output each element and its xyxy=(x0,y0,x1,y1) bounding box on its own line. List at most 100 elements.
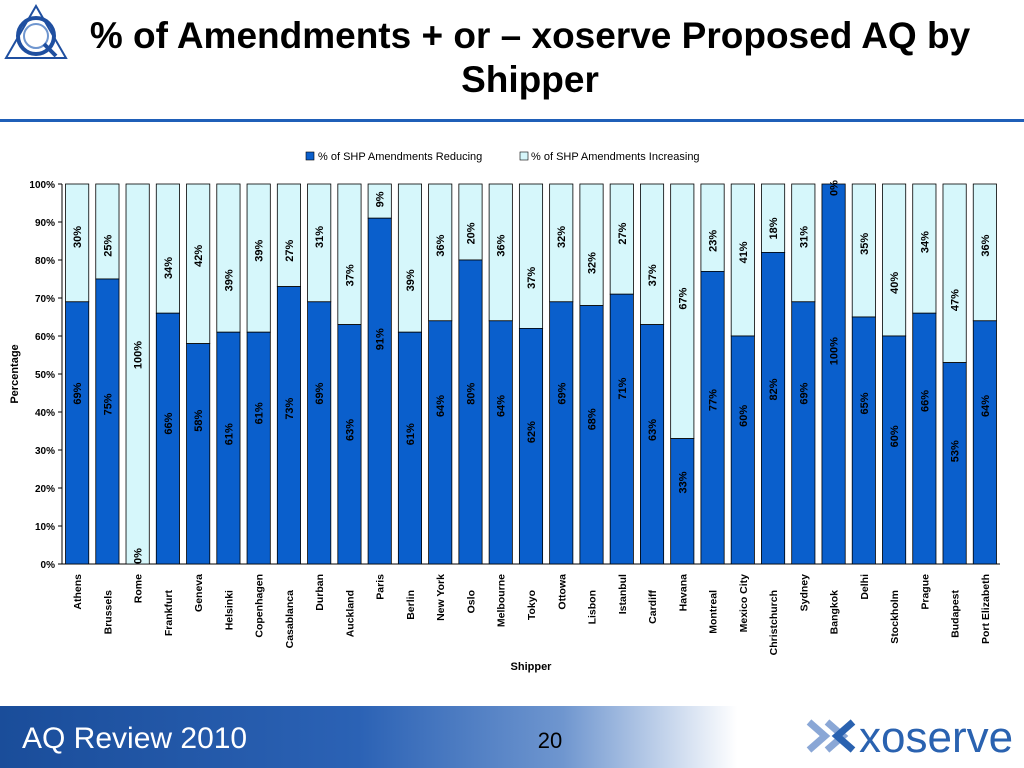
data-label-reducing-2: 0% xyxy=(133,548,145,564)
bar-reducing-4 xyxy=(186,343,211,565)
data-label-reducing-11: 61% xyxy=(405,423,417,445)
data-label-increasing-18: 27% xyxy=(617,222,629,244)
x-tick-label-9: Auckland xyxy=(344,590,356,637)
x-tick-label-19: Cardiff xyxy=(647,590,659,624)
data-label-increasing-24: 31% xyxy=(798,226,810,248)
bar-reducing-10 xyxy=(367,217,392,565)
data-label-reducing-16: 69% xyxy=(556,382,568,404)
x-tick-label-20: Havana xyxy=(677,574,689,612)
x-tick-label-18: Istanbul xyxy=(617,574,629,614)
bar-reducing-3 xyxy=(155,312,180,565)
x-tick-label-0: Athens xyxy=(72,574,84,610)
y-tick-label: 50% xyxy=(35,370,55,381)
bar-reducing-7 xyxy=(276,286,301,565)
bar-increasing-20 xyxy=(670,183,695,440)
data-label-increasing-0: 30% xyxy=(72,226,84,248)
x-tick-label-12: New York xyxy=(435,574,447,621)
bar-increasing-29 xyxy=(942,183,967,364)
data-label-reducing-24: 69% xyxy=(798,382,810,404)
x-tick-label-6: Copenhagen xyxy=(254,574,266,638)
data-label-increasing-22: 41% xyxy=(738,241,750,263)
bar-reducing-24 xyxy=(791,301,816,565)
y-tick-label: 90% xyxy=(35,218,55,229)
bar-reducing-16 xyxy=(549,301,574,565)
bar-increasing-3 xyxy=(155,183,180,314)
x-tick-label-15: Tokyo xyxy=(526,590,538,620)
bar-reducing-30 xyxy=(972,320,997,565)
data-label-increasing-14: 36% xyxy=(496,234,508,256)
x-tick-label-22: Mexico City xyxy=(738,574,750,633)
x-tick-label-5: Helsinki xyxy=(223,590,235,630)
bar-reducing-15 xyxy=(518,327,544,565)
bar-increasing-15 xyxy=(518,183,544,329)
data-label-reducing-29: 53% xyxy=(950,440,962,462)
data-label-reducing-8: 69% xyxy=(314,382,326,404)
bar-increasing-19 xyxy=(640,183,665,326)
data-label-reducing-19: 63% xyxy=(647,419,659,441)
bar-reducing-14 xyxy=(488,320,513,565)
data-label-reducing-9: 63% xyxy=(344,419,356,441)
bar-reducing-8 xyxy=(307,301,332,565)
data-label-increasing-11: 39% xyxy=(405,269,417,291)
data-label-reducing-4: 58% xyxy=(193,410,205,432)
bar-reducing-17 xyxy=(579,305,604,565)
y-tick-label: 80% xyxy=(35,256,55,267)
legend-swatch-increasing xyxy=(519,151,529,161)
bar-increasing-5 xyxy=(216,183,241,333)
footer-text: AQ Review 2010 xyxy=(22,722,248,755)
data-label-increasing-10: 9% xyxy=(375,191,387,207)
legend-label-increasing: % of SHP Amendments Increasing xyxy=(531,151,700,163)
x-tick-label-2: Rome xyxy=(133,574,145,603)
y-tick-label: 40% xyxy=(35,408,55,419)
data-label-increasing-3: 34% xyxy=(163,257,175,279)
legend-swatch-reducing xyxy=(305,151,315,161)
title-divider xyxy=(0,119,1024,122)
data-label-increasing-25: 0% xyxy=(829,180,841,196)
data-label-increasing-12: 36% xyxy=(435,234,447,256)
data-label-reducing-6: 61% xyxy=(254,402,266,424)
data-label-reducing-26: 65% xyxy=(859,392,871,414)
data-label-increasing-30: 36% xyxy=(980,234,992,256)
brand-name: xoserve xyxy=(859,713,1013,762)
data-label-increasing-23: 18% xyxy=(768,217,780,239)
data-label-increasing-13: 20% xyxy=(465,222,477,244)
x-tick-label-13: Oslo xyxy=(465,590,477,613)
y-tick-label: 20% xyxy=(35,484,55,495)
x-tick-label-30: Port Elizabeth xyxy=(980,574,992,644)
data-label-increasing-19: 37% xyxy=(647,264,659,286)
bar-increasing-11 xyxy=(397,183,422,333)
stacked-bar-chart: % of SHP Amendments Reducing % of SHP Ame… xyxy=(9,151,1000,673)
page-number: 20 xyxy=(537,728,563,753)
bar-increasing-1 xyxy=(95,183,120,280)
data-label-increasing-28: 34% xyxy=(919,231,931,253)
y-tick-label: 0% xyxy=(41,560,56,571)
y-axis-title: Percentage xyxy=(9,344,21,403)
bar-reducing-9 xyxy=(337,324,362,565)
x-tick-label-27: Stockholm xyxy=(889,590,901,644)
x-tick-label-28: Prague xyxy=(919,574,931,610)
bar-reducing-1 xyxy=(95,278,120,565)
x-tick-label-10: Paris xyxy=(375,574,387,600)
x-tick-label-8: Durban xyxy=(314,574,326,611)
data-label-increasing-8: 31% xyxy=(314,226,326,248)
data-label-reducing-10: 91% xyxy=(375,328,387,350)
x-tick-label-4: Geneva xyxy=(193,574,205,612)
data-label-reducing-3: 66% xyxy=(163,412,175,434)
data-label-reducing-22: 60% xyxy=(738,405,750,427)
data-label-reducing-0: 69% xyxy=(72,382,84,404)
data-label-reducing-27: 60% xyxy=(889,425,901,447)
bar-increasing-13 xyxy=(458,183,483,261)
data-label-increasing-17: 32% xyxy=(587,252,599,274)
data-label-reducing-28: 66% xyxy=(919,390,931,412)
x-tick-label-29: Budapest xyxy=(950,590,962,638)
bar-reducing-28 xyxy=(912,312,937,565)
data-label-reducing-15: 62% xyxy=(526,421,538,443)
x-tick-label-3: Frankfurt xyxy=(163,590,175,637)
data-label-reducing-1: 75% xyxy=(102,393,114,415)
bar-reducing-22 xyxy=(730,335,755,565)
bar-increasing-7 xyxy=(276,183,301,287)
bar-reducing-6 xyxy=(246,331,271,565)
data-label-increasing-27: 40% xyxy=(889,272,901,294)
bar-reducing-13 xyxy=(458,259,483,565)
bar-increasing-17 xyxy=(579,183,604,306)
